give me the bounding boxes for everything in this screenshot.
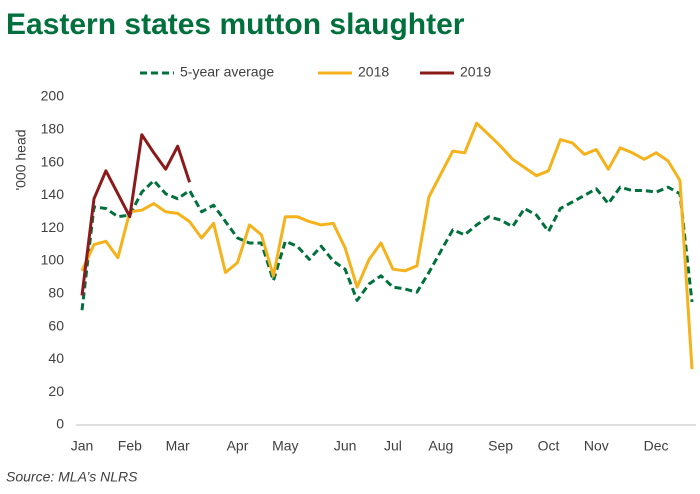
x-tick-label: Jun (334, 438, 357, 454)
source: Source: MLA’s NLRS (6, 469, 138, 485)
series-line (80, 121, 694, 370)
x-tick-label: Feb (118, 438, 142, 454)
y-tick-label: 80 (48, 285, 64, 301)
x-tick-label: Oct (538, 438, 560, 454)
y-tick-label: 200 (41, 88, 65, 104)
y-tick-label: 120 (41, 219, 65, 235)
y-tick-label: 0 (56, 416, 64, 432)
legend-label: 2019 (460, 64, 491, 80)
x-tick-label: Jul (384, 438, 402, 454)
y-tick-label: 160 (41, 153, 65, 169)
x-tick-label: Mar (166, 438, 190, 454)
y-tick-label: 180 (41, 121, 65, 137)
x-tick-label: May (272, 438, 298, 454)
y-tick-label: 20 (48, 383, 64, 399)
legend-label: 5-year average (180, 64, 274, 80)
y-tick-label: 100 (41, 252, 65, 268)
y-axis-label: '000 head (13, 129, 29, 190)
y-tick-label: 140 (41, 186, 65, 202)
x-tick-label: Nov (584, 438, 609, 454)
x-tick-label: Apr (227, 438, 249, 454)
legend-label: 2018 (358, 64, 389, 80)
series-line (80, 133, 192, 296)
x-tick-label: Jan (71, 438, 94, 454)
chart-title: Eastern states mutton slaughter (6, 8, 465, 41)
series-line (80, 179, 694, 311)
x-tick-label: Dec (644, 438, 669, 454)
x-tick-label: Aug (428, 438, 453, 454)
x-tick-label: Sep (488, 438, 513, 454)
y-tick-label: 40 (48, 350, 64, 366)
y-tick-label: 60 (48, 317, 64, 333)
